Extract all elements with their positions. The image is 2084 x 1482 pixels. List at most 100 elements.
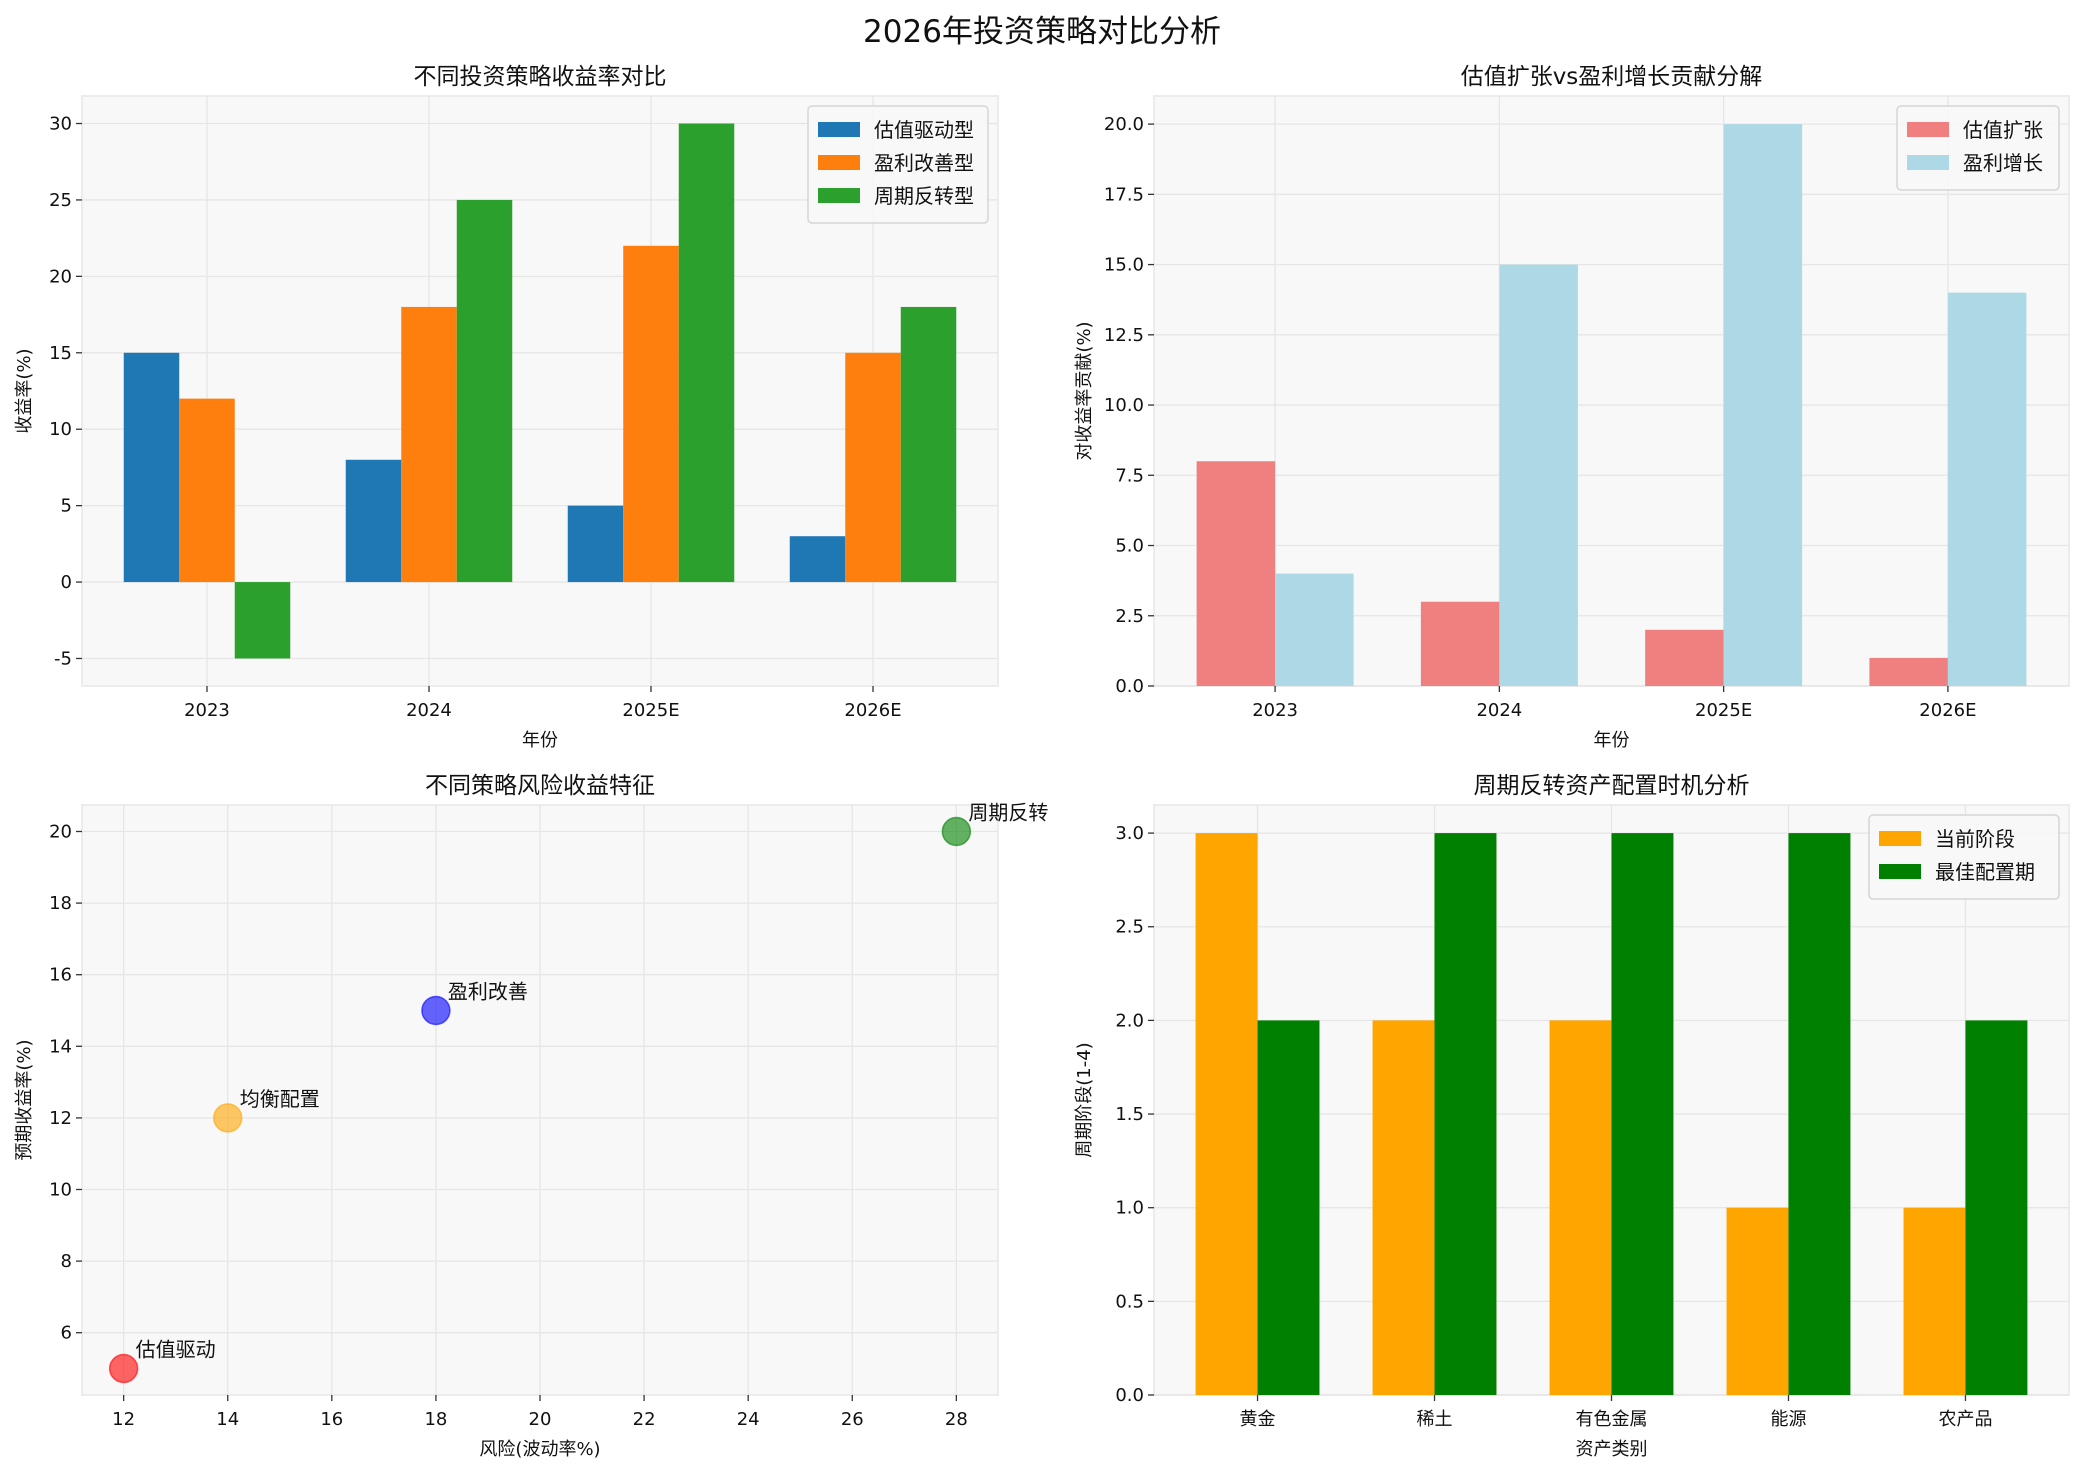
y-axis-label: 收益率(%) — [14, 348, 35, 433]
bar — [456, 199, 513, 583]
y-tick-label: 12.5 — [1104, 325, 1144, 346]
legend-label: 盈利改善型 — [874, 151, 974, 175]
bar — [1869, 657, 1948, 686]
x-tick-label: 18 — [424, 1409, 447, 1430]
y-tick-label: 15.0 — [1104, 255, 1144, 276]
y-tick-label: 2.5 — [1115, 917, 1144, 938]
y-tick-label: 12 — [49, 1108, 72, 1129]
x-tick-label: 2025E — [1695, 700, 1752, 721]
x-tick-label: 22 — [633, 1409, 656, 1430]
point-label: 周期反转 — [968, 800, 1048, 824]
x-tick-label: 能源 — [1770, 1409, 1806, 1430]
bar — [1196, 461, 1276, 686]
y-tick-label: 7.5 — [1115, 465, 1144, 486]
x-tick-label: 16 — [320, 1409, 343, 1430]
x-tick-label: 2026E — [844, 700, 901, 721]
x-tick-label: 28 — [945, 1409, 968, 1430]
y-tick-label: 10 — [49, 419, 72, 440]
y-tick-label: -5 — [54, 648, 72, 669]
y-tick-label: 1.5 — [1115, 1104, 1144, 1125]
bar — [1434, 833, 1497, 1395]
x-axis-label: 风险(波动率%) — [479, 1439, 600, 1460]
chart-title: 不同投资策略收益率对比 — [414, 64, 667, 90]
scatter-point — [421, 995, 451, 1026]
y-tick-label: 15 — [49, 343, 72, 364]
x-axis-label: 资产类别 — [1576, 1439, 1648, 1460]
bar — [1903, 1207, 1966, 1395]
bar — [1965, 1020, 2028, 1395]
y-tick-label: 16 — [49, 965, 72, 986]
legend-label: 估值驱动型 — [874, 118, 974, 142]
legend-swatch — [1907, 155, 1949, 170]
x-tick-label: 2024 — [1476, 700, 1522, 721]
bar — [1645, 629, 1724, 686]
chart-title: 周期反转资产配置时机分析 — [1474, 773, 1750, 799]
bar — [1788, 833, 1851, 1395]
bar — [234, 582, 291, 659]
x-tick-label: 有色金属 — [1576, 1409, 1648, 1430]
legend-label: 最佳配置期 — [1935, 860, 2035, 884]
bar — [1611, 833, 1674, 1395]
y-axis-label: 预期收益率(%) — [14, 1039, 35, 1160]
bar — [123, 352, 180, 583]
bar — [1549, 1020, 1612, 1395]
bar — [900, 306, 957, 583]
y-tick-label: 5.0 — [1115, 536, 1144, 557]
scatter-point — [108, 1353, 139, 1384]
y-tick-label: 10.0 — [1104, 395, 1144, 416]
bar — [678, 123, 735, 583]
x-tick-label: 2023 — [184, 700, 230, 721]
x-tick-label: 稀土 — [1417, 1409, 1453, 1430]
bar — [567, 505, 624, 583]
x-tick-label: 12 — [112, 1409, 135, 1430]
y-tick-label: 2.0 — [1115, 1010, 1144, 1031]
y-tick-label: 25 — [49, 190, 72, 211]
legend-swatch — [818, 188, 860, 203]
y-tick-label: 8 — [61, 1251, 72, 1272]
x-tick-label: 2026E — [1919, 700, 1976, 721]
x-axis-label: 年份 — [522, 730, 558, 751]
x-tick-label: 20 — [529, 1409, 552, 1430]
y-axis-label: 周期阶段(1-4) — [1074, 1042, 1095, 1157]
chart-1: -5 0 5 10 15 20 25 30 2023 2024 2025E 2026E 不同投资策略收益… — [14, 64, 999, 751]
bar — [345, 459, 402, 583]
x-tick-label: 24 — [737, 1409, 760, 1430]
x-tick-label: 2023 — [1252, 700, 1298, 721]
y-tick-label: 1.0 — [1115, 1198, 1144, 1219]
y-axis-label: 对收益率贡献(%) — [1074, 321, 1095, 460]
y-tick-label: 3.0 — [1115, 823, 1144, 844]
legend-label: 周期反转型 — [874, 184, 974, 208]
x-tick-label: 农产品 — [1938, 1409, 1992, 1430]
chart-4: 0.0 0.5 1.0 1.5 2.0 2.5 3.0 黄金 稀土 有色金属 能源 农产品 周期反转资产… — [1074, 773, 2070, 1460]
chart-3: 6 8 10 12 14 16 18 20 12 14 16 18 20 22 24 26 28 不同策略风险收益… — [14, 773, 1048, 1460]
bar — [179, 398, 235, 583]
y-tick-label: 20 — [49, 821, 72, 842]
x-tick-label: 黄金 — [1240, 1409, 1276, 1430]
bar — [789, 536, 846, 583]
y-tick-label: 0.5 — [1115, 1291, 1144, 1312]
scatter-point — [941, 816, 972, 847]
scatter-point — [212, 1103, 243, 1133]
y-tick-label: 30 — [49, 114, 72, 135]
y-tick-label: 14 — [49, 1036, 72, 1057]
bar — [401, 306, 457, 583]
bar — [623, 245, 679, 583]
bar — [1723, 124, 1803, 687]
y-tick-label: 0 — [61, 572, 72, 593]
chart-2: 0.0 2.5 5.0 7.5 10.0 12.5 15.0 17.5 20.0 2023 2024… — [1074, 64, 2070, 751]
x-tick-label: 26 — [841, 1409, 864, 1430]
y-tick-label: 0.0 — [1115, 1385, 1144, 1406]
bar — [1372, 1020, 1435, 1395]
bar — [1726, 1207, 1789, 1395]
legend-swatch — [1879, 864, 1921, 879]
bar — [1195, 833, 1258, 1395]
legend-label: 当前阶段 — [1935, 827, 2015, 851]
bar — [1499, 264, 1578, 686]
legend-swatch — [1907, 122, 1949, 137]
y-tick-label: 20 — [49, 266, 72, 287]
bar — [1420, 601, 1500, 686]
